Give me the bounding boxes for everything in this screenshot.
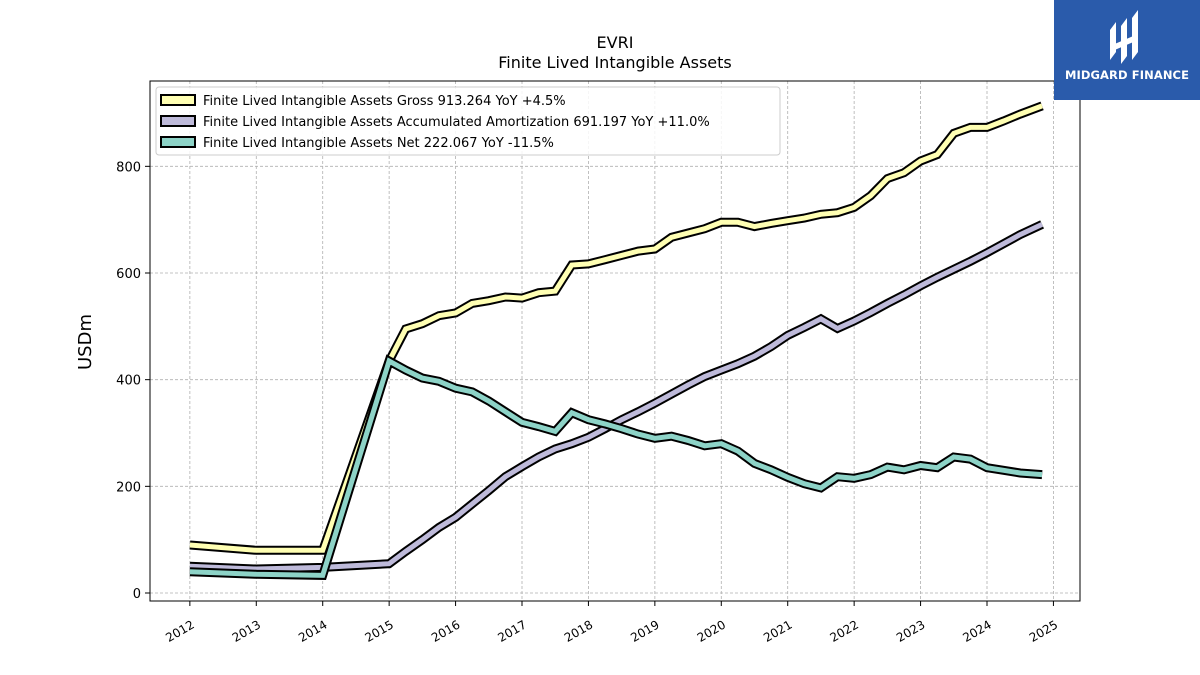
series-outline-0 bbox=[189, 101, 1044, 555]
x-tick-label: 2023 bbox=[894, 618, 927, 645]
chart-subtitle: Finite Lived Intangible Assets bbox=[498, 53, 731, 72]
x-tick-label: 2024 bbox=[960, 618, 993, 645]
y-axis-label: USDm bbox=[75, 314, 96, 370]
x-tick-label: 2022 bbox=[828, 618, 861, 645]
series-line-1 bbox=[189, 222, 1044, 572]
legend-swatch bbox=[160, 136, 196, 148]
plot-frame bbox=[149, 80, 1081, 602]
x-tick-label: 2018 bbox=[562, 618, 595, 645]
x-tick-label: 2016 bbox=[429, 618, 462, 645]
x-tick-label: 2017 bbox=[495, 618, 528, 645]
x-tick-label: 2013 bbox=[230, 618, 263, 645]
x-tick-label: 2019 bbox=[628, 618, 661, 645]
x-tick-label: 2014 bbox=[296, 618, 329, 645]
x-tick-label: 2020 bbox=[695, 618, 728, 645]
x-tick-label: 2012 bbox=[163, 618, 196, 645]
y-tick-label: 600 bbox=[116, 267, 141, 282]
series-layer bbox=[189, 101, 1044, 580]
y-tick-label: 200 bbox=[116, 480, 141, 495]
x-tick-label: 2021 bbox=[761, 618, 794, 645]
x-tick-label: 2015 bbox=[363, 618, 396, 645]
y-tick-label: 400 bbox=[116, 374, 141, 389]
x-tick-label: 2025 bbox=[1027, 618, 1060, 645]
series-line-2 bbox=[189, 357, 1043, 578]
brand-name: MIDGARD FINANCE bbox=[1064, 68, 1190, 82]
midgard-logo-icon bbox=[1110, 10, 1138, 64]
legend-label: Finite Lived Intangible Assets Gross 913… bbox=[203, 94, 566, 109]
chart-title: EVRI bbox=[597, 33, 634, 52]
legend: Finite Lived Intangible Assets Gross 913… bbox=[155, 86, 781, 156]
series-line-0 bbox=[189, 103, 1043, 553]
legend-swatch bbox=[160, 115, 196, 127]
x-axis-ticks: 2012 2013 2014 2015 2016 2017 2018 2019 2020 2021… bbox=[163, 601, 1060, 645]
y-tick-label: 0 bbox=[133, 587, 141, 602]
legend-label: Finite Lived Intangible Assets Net 222.0… bbox=[203, 136, 554, 151]
grid-lines bbox=[150, 81, 1080, 601]
legend-box bbox=[155, 86, 781, 156]
y-tick-label: 800 bbox=[116, 160, 141, 175]
y-axis-ticks: 0 200 400 600 800 bbox=[116, 160, 150, 602]
legend-label: Finite Lived Intangible Assets Accumulat… bbox=[203, 115, 710, 130]
series-outline-1 bbox=[189, 220, 1044, 574]
legend-swatch bbox=[160, 94, 196, 106]
brand-logo: MIDGARD FINANCE bbox=[1054, 0, 1200, 100]
